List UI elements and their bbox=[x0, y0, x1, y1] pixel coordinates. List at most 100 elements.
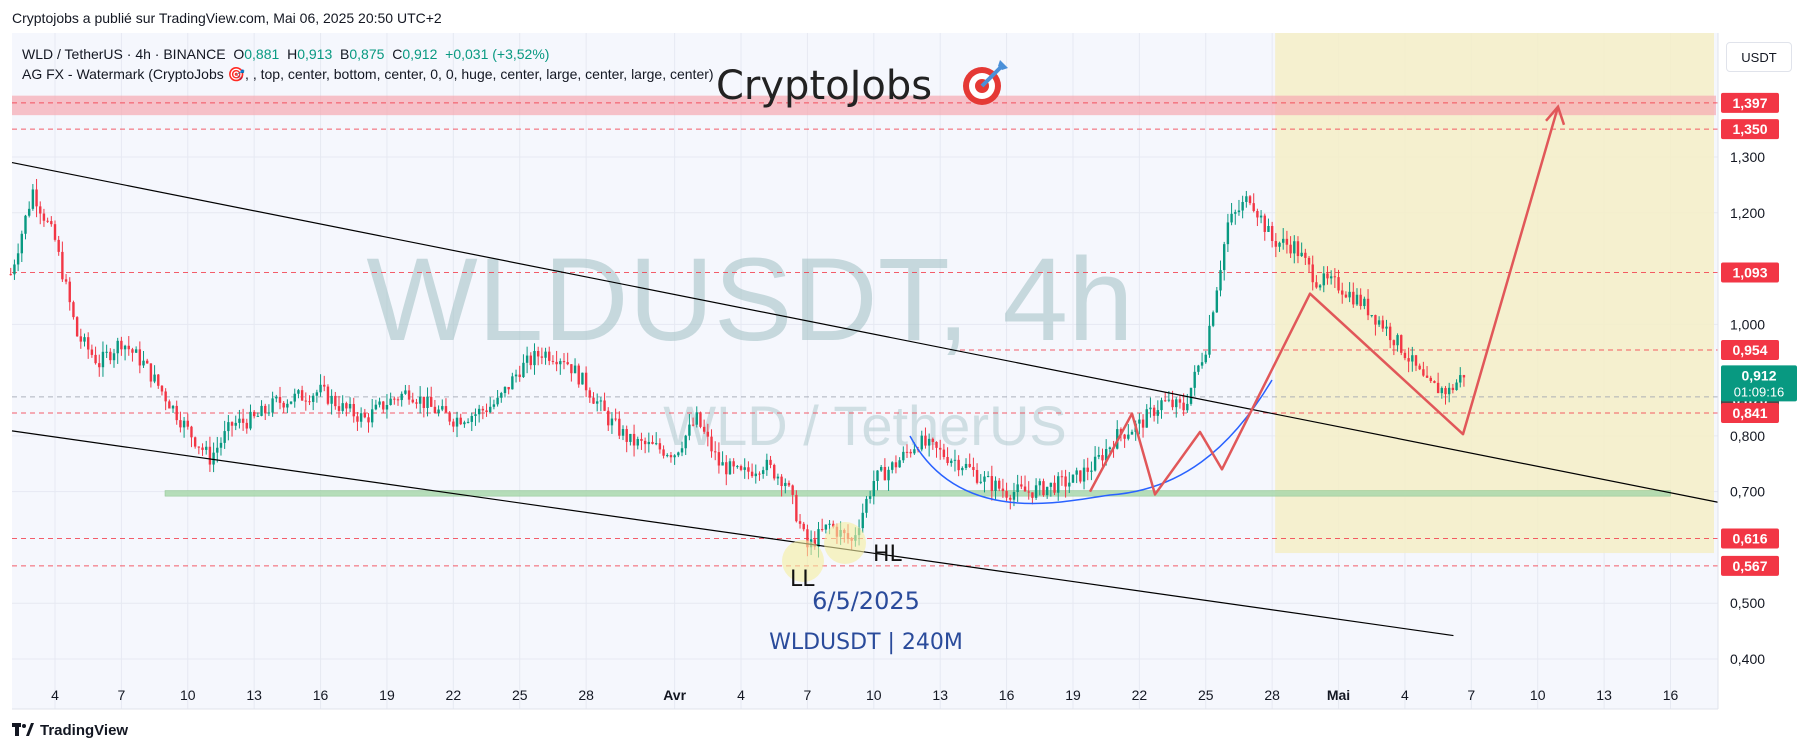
candle-body bbox=[1023, 486, 1027, 492]
candle-body bbox=[1400, 335, 1403, 353]
candle-body bbox=[470, 415, 473, 422]
candle-body bbox=[603, 400, 606, 411]
candle-body bbox=[1436, 382, 1440, 394]
candle-body bbox=[739, 466, 743, 470]
candle-body bbox=[1175, 399, 1178, 408]
candle-body bbox=[533, 351, 536, 366]
candle-body bbox=[1130, 431, 1134, 435]
candle-body bbox=[1363, 298, 1366, 307]
candle-body bbox=[544, 351, 547, 358]
candle-body bbox=[1326, 273, 1329, 279]
candle-body bbox=[905, 451, 909, 453]
candle-body bbox=[776, 476, 780, 479]
candle-body bbox=[931, 438, 935, 442]
candle-body bbox=[216, 447, 219, 453]
channel-upper-line bbox=[11, 161, 1719, 503]
tradingview-brand-text: TradingView bbox=[40, 722, 129, 739]
candle-body bbox=[747, 467, 750, 472]
candle-body bbox=[1245, 196, 1248, 202]
candle-body bbox=[286, 403, 289, 408]
x-tick-label: 10 bbox=[866, 687, 882, 703]
candle-body bbox=[769, 459, 772, 465]
candle-body bbox=[35, 189, 38, 207]
candle-body bbox=[920, 435, 923, 450]
candle-body bbox=[352, 403, 355, 417]
candle-body bbox=[1366, 298, 1370, 316]
price-label: 1,397 bbox=[1732, 95, 1767, 111]
candle-body bbox=[337, 406, 341, 411]
price-axis[interactable]: 1,300 1,200 1,000 0,800 0,700 0,500 0,400 bbox=[1730, 149, 1765, 667]
candle-body bbox=[599, 400, 603, 402]
symbol-title: WLD / TetherUS · 4h · BINANCE bbox=[22, 46, 226, 62]
currency-button[interactable]: USDT bbox=[1726, 42, 1792, 72]
candle-body bbox=[367, 417, 370, 423]
candle-body bbox=[902, 451, 905, 461]
candle-body bbox=[426, 396, 429, 408]
candle-body bbox=[1016, 484, 1019, 493]
candle-body bbox=[795, 494, 798, 522]
candle-body bbox=[1440, 388, 1444, 394]
candle-body bbox=[1385, 326, 1388, 329]
candle-body bbox=[1204, 354, 1207, 363]
y-tick-label: 0,500 bbox=[1730, 595, 1765, 611]
price-label-bg bbox=[1721, 403, 1779, 424]
candle-body bbox=[872, 481, 876, 497]
candle-body bbox=[1370, 315, 1373, 317]
indicator-legend-row[interactable]: AG FX - Watermark (CryptoJobs 🎯, , top, … bbox=[22, 66, 714, 82]
candle-body bbox=[1462, 375, 1466, 378]
candle-body bbox=[1160, 400, 1163, 411]
candle-body bbox=[186, 420, 189, 427]
candle-body bbox=[581, 372, 584, 385]
candle-body bbox=[673, 455, 676, 458]
candle-body bbox=[1075, 470, 1078, 475]
candle-body bbox=[149, 363, 153, 382]
candle-body bbox=[1186, 403, 1189, 411]
high-label: H bbox=[287, 46, 298, 62]
candle-body bbox=[632, 433, 636, 446]
candle-body bbox=[459, 417, 462, 425]
candle-body bbox=[710, 436, 713, 452]
candle-body bbox=[824, 524, 828, 530]
candle-body bbox=[455, 417, 459, 427]
symbol-legend-row[interactable]: WLD / TetherUS · 4h · BINANCE O0,881 H0,… bbox=[22, 44, 714, 64]
candle-body bbox=[1241, 201, 1244, 211]
y-tick-label: 1,300 bbox=[1730, 149, 1765, 165]
candle-body bbox=[1355, 294, 1359, 305]
candle-body bbox=[304, 400, 308, 402]
candle-body bbox=[293, 393, 296, 402]
candle-body bbox=[289, 401, 293, 404]
candle-body bbox=[31, 189, 35, 209]
candle-body bbox=[326, 386, 330, 404]
candle-body bbox=[1396, 335, 1399, 346]
price-label-bg bbox=[1721, 528, 1779, 549]
tradingview-logo[interactable]: TradingView bbox=[12, 722, 128, 739]
candle-body bbox=[927, 438, 931, 446]
candle-body bbox=[98, 363, 101, 368]
candle-body bbox=[754, 473, 757, 477]
candle-body bbox=[50, 221, 53, 225]
candle-body bbox=[1045, 486, 1049, 496]
candle-body bbox=[662, 449, 665, 456]
time-axis[interactable]: 4 7 10 13 16 19 22 25 28 Avr 4 7 10 13 16 19 22 25 28 Mai 4 7… bbox=[51, 687, 1678, 703]
candle-body bbox=[891, 462, 894, 470]
high-value: 0,913 bbox=[297, 46, 333, 62]
candle-body bbox=[677, 452, 680, 456]
candle-body bbox=[485, 410, 488, 413]
candle-body bbox=[61, 251, 64, 280]
candle-body bbox=[1071, 474, 1075, 483]
candle-body bbox=[1230, 213, 1233, 223]
candle-body bbox=[1259, 215, 1263, 218]
y-tick-label: 1,000 bbox=[1730, 316, 1765, 332]
candle-body bbox=[1068, 482, 1071, 487]
candle-body bbox=[370, 409, 374, 423]
projection-arrowhead bbox=[1545, 104, 1566, 126]
price-label: 0,841 bbox=[1732, 405, 1767, 421]
candle-body bbox=[714, 451, 717, 453]
low-label: B bbox=[340, 46, 350, 62]
ll-label: LL bbox=[790, 567, 815, 592]
candle-body bbox=[116, 340, 119, 354]
price-lines bbox=[12, 102, 1718, 567]
candle-body bbox=[396, 399, 400, 401]
candle-body bbox=[879, 466, 883, 471]
